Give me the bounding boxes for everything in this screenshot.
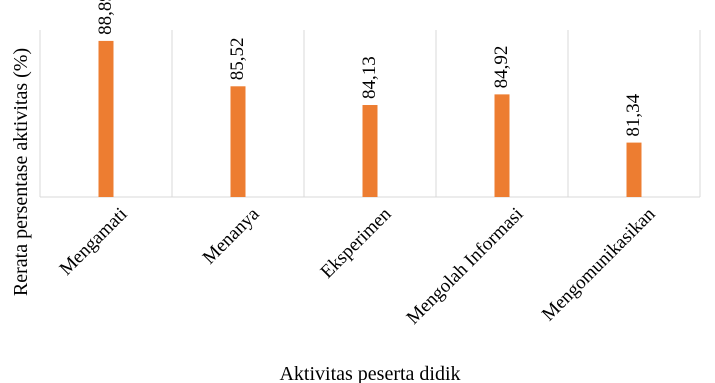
- data-label: 85,52: [227, 38, 248, 81]
- x-tick-label: Mengolah Informasi: [403, 204, 528, 329]
- data-label: 81,34: [623, 93, 644, 136]
- bar: [494, 94, 510, 197]
- x-tick-label: Menanya: [199, 203, 264, 268]
- bars: [98, 40, 642, 197]
- x-axis-title: Aktivitas peserta didik: [279, 363, 460, 383]
- x-tick-label: Mengamati: [55, 204, 131, 280]
- y-axis-title: Rerata persentase aktivitas (%): [10, 48, 32, 296]
- data-label: 84,92: [491, 46, 512, 89]
- bar: [98, 40, 114, 197]
- bar: [230, 86, 246, 197]
- data-label: 88,89: [95, 0, 116, 35]
- x-tick-labels: Mengamati Menanya Eksperimen Mengolah Infor…: [55, 203, 659, 328]
- data-label: 84,13: [359, 56, 380, 99]
- bar: [362, 105, 378, 197]
- bar: [626, 142, 642, 197]
- grid-lines: [39, 30, 701, 197]
- x-tick-label: Mengomunikasikan: [538, 203, 660, 325]
- data-labels: 88,89 85,52 84,13 84,92 81,34: [95, 0, 644, 137]
- x-tick-label: Eksperimen: [317, 203, 396, 282]
